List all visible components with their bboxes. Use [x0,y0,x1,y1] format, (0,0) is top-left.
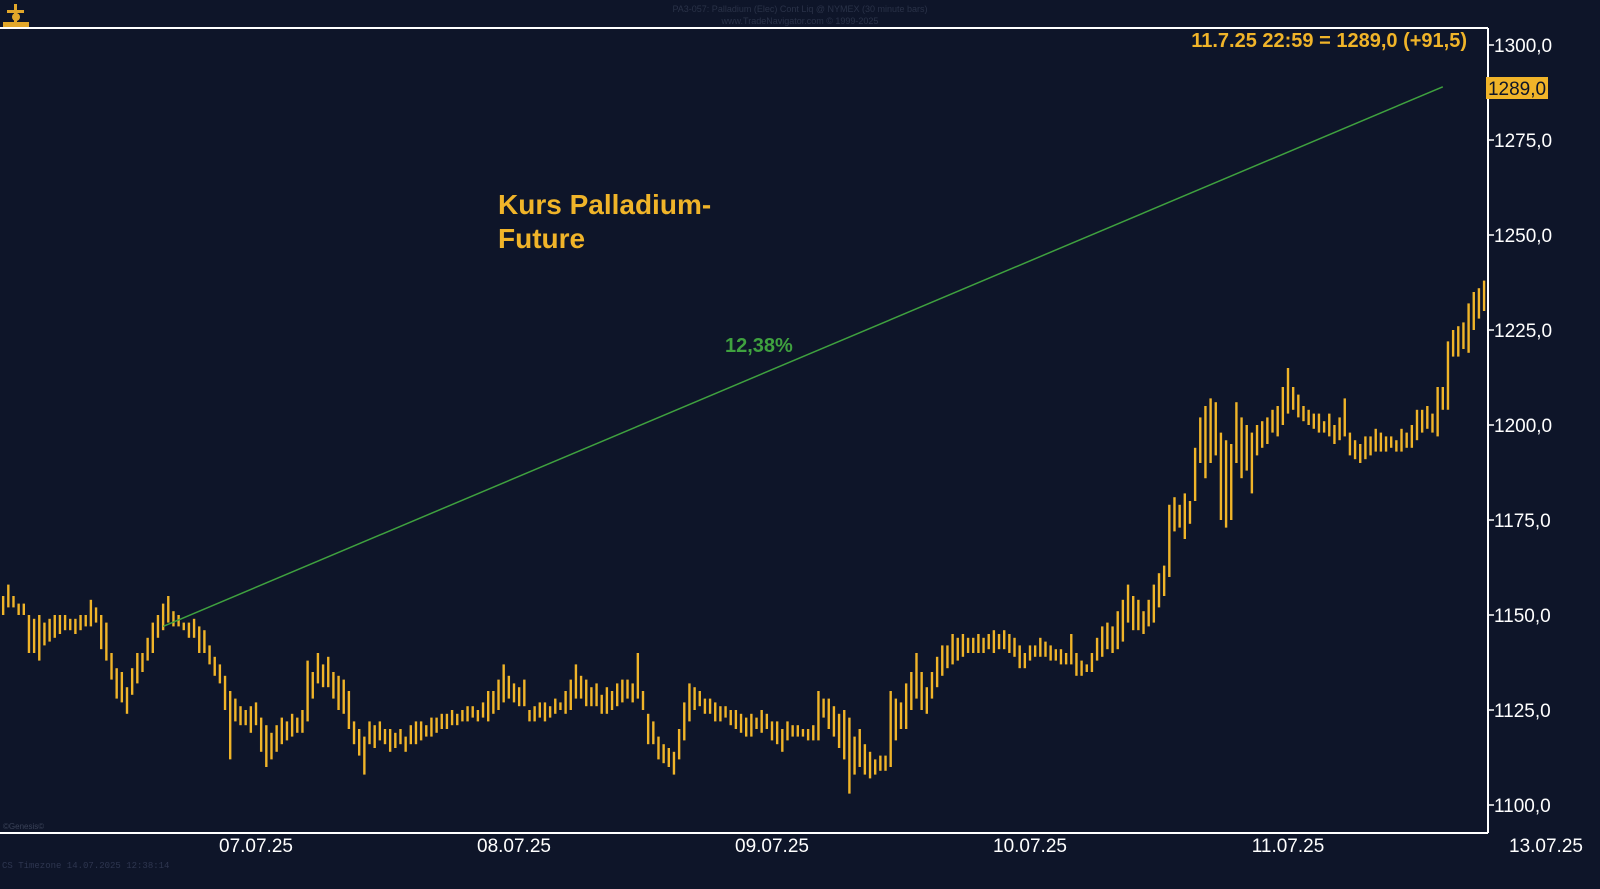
y-tick-label: 1300,0 [1494,36,1552,57]
x-tick-label: 09.07.25 [735,836,809,857]
y-tick-label: 1150,0 [1494,606,1551,627]
footer-status: CS Timezone 14.07.2025 12:38:14 [2,861,169,871]
chart-source: www.TradeNavigator.com © 1999-2025 [721,16,879,26]
y-tick-label: 1100,0 [1494,796,1551,817]
price-tag-background [1486,77,1548,99]
last-quote-label: 11.7.25 22:59 = 1289,0 (+91,5) [1191,30,1467,52]
y-tick-label: 1125,0 [1494,701,1551,722]
y-tick-label: 1175,0 [1494,511,1551,532]
x-tick-label: 13.07.25 [1509,836,1583,857]
chart-label-line-2: Future [498,223,585,254]
x-tick-label: 10.07.25 [993,836,1067,857]
y-axis-ticks: 1100,0 1125,0 1150,0 1175,0 1200,0 1225,0 1250… [1488,36,1552,817]
footer-left-mark: ©Genesis© [3,822,44,831]
y-tick-label: 1275,0 [1494,131,1552,152]
trend-line [162,86,1444,628]
chart-label-line-1: Kurs Palladium- [498,189,711,220]
x-tick-label: 07.07.25 [219,836,293,857]
x-axis-ticks: 07.07.25 08.07.25 09.07.25 10.07.25 11.07.25… [219,836,1583,857]
trend-percent-label: 12,38% [725,335,793,357]
y-tick-label: 1200,0 [1494,416,1552,437]
y-tick-label: 1250,0 [1494,226,1552,247]
price-tag-label: 1289,0 [1488,79,1546,100]
x-tick-label: 08.07.25 [477,836,551,857]
ship-logo-icon [3,4,29,27]
x-tick-label: 11.07.25 [1252,836,1325,857]
chart-title: PA3-057: Palladium (Elec) Cont Liq @ NYM… [672,4,927,14]
price-bars [1,280,1486,794]
y-tick-label: 1225,0 [1494,321,1552,342]
